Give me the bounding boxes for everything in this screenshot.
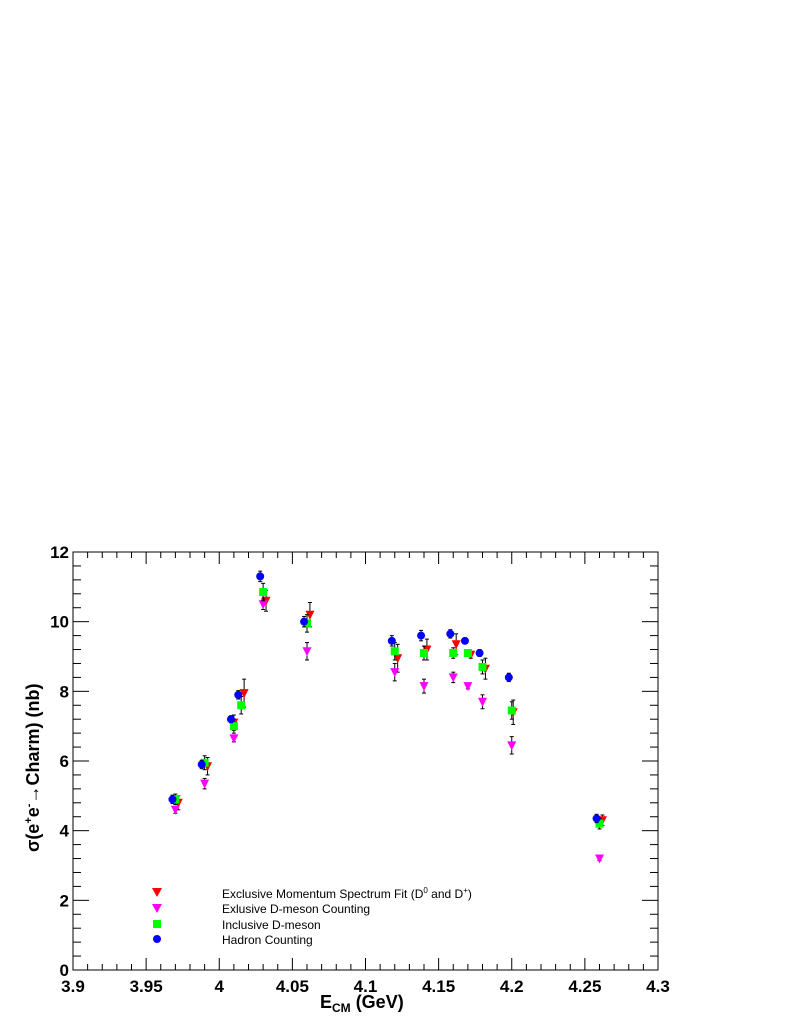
data-point <box>300 617 309 626</box>
data-point <box>475 649 484 658</box>
data-point <box>229 722 238 731</box>
legend-marker-green-square <box>153 920 161 928</box>
data-point <box>419 682 429 692</box>
y-tick-label: 0 <box>60 961 69 980</box>
y-tick-label: 12 <box>50 543 69 562</box>
data-point <box>592 814 601 823</box>
data-point <box>420 649 428 658</box>
y-tick-label: 4 <box>60 822 70 841</box>
x-tick-label: 3.95 <box>130 977 163 996</box>
data-point <box>463 682 473 692</box>
data-point <box>449 649 458 658</box>
data-point <box>507 706 516 715</box>
y-axis-title: σ(e+e-→Charm) (nb) <box>23 684 43 852</box>
x-axis-title-main: E <box>320 992 332 1012</box>
x-tick-label: 4.2 <box>500 977 524 996</box>
data-point <box>197 760 206 769</box>
legend-entry-inclusive-d-meson: Inclusive D-meson <box>153 918 321 932</box>
data-point <box>258 600 268 610</box>
data-point <box>463 649 472 658</box>
data-point <box>451 640 461 650</box>
x-tick-label: 4.3 <box>646 977 670 996</box>
x-axis-title-unit: (GeV) <box>351 992 404 1012</box>
legend-label-exclusive-fit: Exclusive Momentum Spectrum Fit (D0 and … <box>222 886 472 901</box>
data-point <box>302 647 312 657</box>
legend-marker-magenta-triangle <box>152 904 162 913</box>
axis-ticks <box>72 551 659 971</box>
data-point <box>478 697 487 707</box>
y-axis-title-mid: e <box>23 807 43 817</box>
x-tick-label: 4.15 <box>422 977 455 996</box>
data-point <box>393 654 403 664</box>
x-tick-label: 4.25 <box>568 977 601 996</box>
data-point <box>448 673 458 683</box>
legend-entry-hadron-counting: Hadron Counting <box>153 933 313 947</box>
legend-marker-red-triangle <box>152 888 162 897</box>
x-tick-labels: 3.9 3.95 4 4.05 4.1 4.15 4.2 4.25 4.3 <box>61 977 670 996</box>
data-point <box>504 673 513 682</box>
data-point <box>168 795 177 804</box>
series-3 <box>168 570 601 824</box>
data-point <box>200 779 210 789</box>
data-point <box>234 690 243 699</box>
data-point <box>390 668 400 678</box>
x-axis-title: ECM (GeV) <box>320 992 404 1015</box>
legend-entry-d-meson-counting: Exlusive D-meson Counting <box>152 902 370 916</box>
legend-marker-blue-circle <box>153 935 161 943</box>
legend-entry-exclusive-fit: Exclusive Momentum Spectrum Fit (D0 and … <box>152 886 472 901</box>
data-point <box>170 805 180 815</box>
data-point <box>229 734 239 744</box>
data-point <box>239 689 249 699</box>
data-point <box>417 631 426 640</box>
y-tick-labels: 0 2 4 6 8 10 12 <box>50 543 69 980</box>
data-point <box>478 662 487 671</box>
data-point <box>460 636 469 645</box>
data-point <box>446 629 455 638</box>
y-tick-label: 8 <box>60 682 69 701</box>
legend: Exclusive Momentum Spectrum Fit (D0 and … <box>152 886 472 947</box>
x-axis-title-subscript: CM <box>332 1001 351 1015</box>
data-point <box>305 610 315 620</box>
y-tick-label: 10 <box>50 613 69 632</box>
data-point <box>507 741 517 751</box>
legend-label-hadron-counting: Hadron Counting <box>222 933 313 947</box>
legend-label-d-meson-counting: Exlusive D-meson Counting <box>222 902 370 916</box>
y-axis-title-prefix: σ(e <box>23 824 43 852</box>
data-point <box>237 701 246 710</box>
y-axis-title-suffix: →Charm) (nb) <box>23 684 43 804</box>
y-tick-label: 6 <box>60 752 69 771</box>
series-2 <box>171 582 604 830</box>
data-point <box>259 588 268 597</box>
y-axis-title-sup-plus: + <box>23 817 35 823</box>
x-tick-label: 4.05 <box>276 977 309 996</box>
y-axis-title-sup-minus: - <box>23 803 35 807</box>
data-point <box>226 715 235 724</box>
series-1 <box>170 598 604 864</box>
data-point <box>595 854 604 864</box>
x-tick-label: 4.1 <box>354 977 378 996</box>
data-point <box>390 647 399 656</box>
x-tick-label: 4 <box>215 977 225 996</box>
y-tick-label: 2 <box>60 891 69 910</box>
data-point <box>387 636 396 645</box>
data-point <box>256 572 265 581</box>
data-points <box>168 570 607 864</box>
x-tick-label: 3.9 <box>61 977 85 996</box>
data-point <box>595 819 604 828</box>
legend-label-inclusive-d-meson: Inclusive D-meson <box>222 918 321 932</box>
